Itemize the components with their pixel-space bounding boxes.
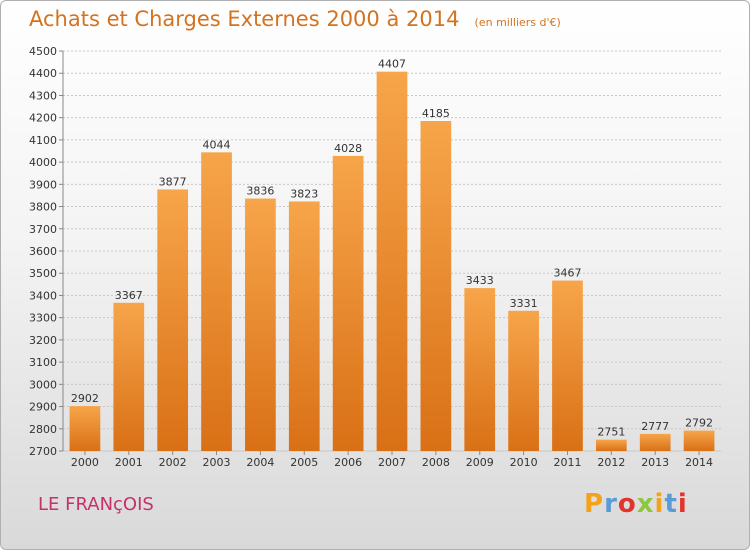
y-tick-label: 3700 <box>29 223 57 236</box>
x-tick-label: 2001 <box>115 456 143 469</box>
x-tick-label: 2003 <box>203 456 231 469</box>
y-tick-label: 3600 <box>29 245 57 258</box>
logo-letter: t <box>664 489 678 519</box>
bar <box>683 430 715 451</box>
y-tick-label: 3800 <box>29 201 57 214</box>
x-tick-label: 2010 <box>510 456 538 469</box>
y-tick-label: 2800 <box>29 423 57 436</box>
data-label: 2792 <box>685 417 713 430</box>
bar <box>157 189 189 451</box>
bar <box>464 288 496 451</box>
data-label: 4028 <box>334 142 362 155</box>
chart-title-group: Achats et Charges Externes 2000 à 2014 (… <box>29 7 561 31</box>
data-labels: 2902 3367 3877 4044 3836 3823 4028 4407 4185 3433… <box>71 58 713 439</box>
y-tick-label: 3900 <box>29 178 57 191</box>
data-label: 4044 <box>203 138 231 151</box>
x-tick-label: 2004 <box>246 456 274 469</box>
y-tick-label: 3200 <box>29 334 57 347</box>
bar <box>639 433 671 451</box>
x-tick-label: 2000 <box>71 456 99 469</box>
data-label: 3433 <box>466 274 494 287</box>
data-label: 3877 <box>159 175 187 188</box>
y-tick-label: 3000 <box>29 378 57 391</box>
y-tick-label: 4500 <box>29 45 57 58</box>
logo-letter: i <box>654 489 665 519</box>
bar <box>420 121 452 451</box>
commune-name: LE FRANçOIS <box>38 494 154 515</box>
bar <box>552 280 583 451</box>
x-tick-label: 2005 <box>290 456 318 469</box>
data-label: 4407 <box>378 58 406 71</box>
x-tick-label: 2007 <box>378 456 406 469</box>
y-tick-label: 3400 <box>29 289 57 302</box>
x-tick-label: 2013 <box>641 456 669 469</box>
data-label: 3331 <box>510 297 538 310</box>
bar <box>288 201 320 451</box>
y-tick-label: 3300 <box>29 312 57 325</box>
x-tick-label: 2012 <box>597 456 625 469</box>
logo-letter: i <box>677 489 688 519</box>
y-axis-ticks: 2700 2800 2900 3000 3100 3200 3300 3400 3500 3600… <box>29 45 57 458</box>
bar <box>201 152 232 452</box>
bar <box>113 302 145 451</box>
proxiti-logo[interactable]: Proxiti <box>584 489 688 519</box>
y-tick-label: 4300 <box>29 89 57 102</box>
bar <box>332 155 364 451</box>
x-tick-label: 2006 <box>334 456 362 469</box>
chart-title: Achats et Charges Externes 2000 à 2014 <box>29 7 460 31</box>
bar <box>595 439 627 451</box>
data-label: 2777 <box>641 420 669 433</box>
bar <box>245 198 276 451</box>
data-label: 2902 <box>71 392 99 405</box>
data-label: 3836 <box>246 185 274 198</box>
bar <box>376 71 408 452</box>
data-label: 3823 <box>290 187 318 200</box>
x-tick-label: 2011 <box>553 456 581 469</box>
y-tick-label: 2900 <box>29 401 57 414</box>
y-tick-label: 4000 <box>29 156 57 169</box>
y-tick-label: 4100 <box>29 134 57 147</box>
y-tick-label: 4200 <box>29 112 57 125</box>
y-tick-label: 3100 <box>29 356 57 369</box>
x-tick-label: 2014 <box>685 456 713 469</box>
x-tick-label: 2008 <box>422 456 450 469</box>
logo-letter: P <box>584 489 605 519</box>
bar <box>69 406 101 451</box>
x-tick-label: 2009 <box>466 456 494 469</box>
logo-letter: x <box>636 489 655 519</box>
bars <box>69 71 715 452</box>
x-axis-ticks: 2000 2001 2002 2003 2004 2005 2006 2007 2008 2009… <box>71 451 713 469</box>
logo-letter: r <box>604 489 618 519</box>
y-tick-label: 2700 <box>29 445 57 458</box>
y-tick-label: 3500 <box>29 267 57 280</box>
logo-letter: o <box>617 489 637 519</box>
x-tick-label: 2002 <box>159 456 187 469</box>
y-tick-label: 4400 <box>29 67 57 80</box>
bar <box>508 310 539 451</box>
chart-subtitle: (en milliers d'€) <box>474 16 561 29</box>
data-label: 3467 <box>553 267 581 280</box>
data-label: 2751 <box>597 426 625 439</box>
data-label: 3367 <box>115 289 143 302</box>
data-label: 4185 <box>422 107 450 120</box>
